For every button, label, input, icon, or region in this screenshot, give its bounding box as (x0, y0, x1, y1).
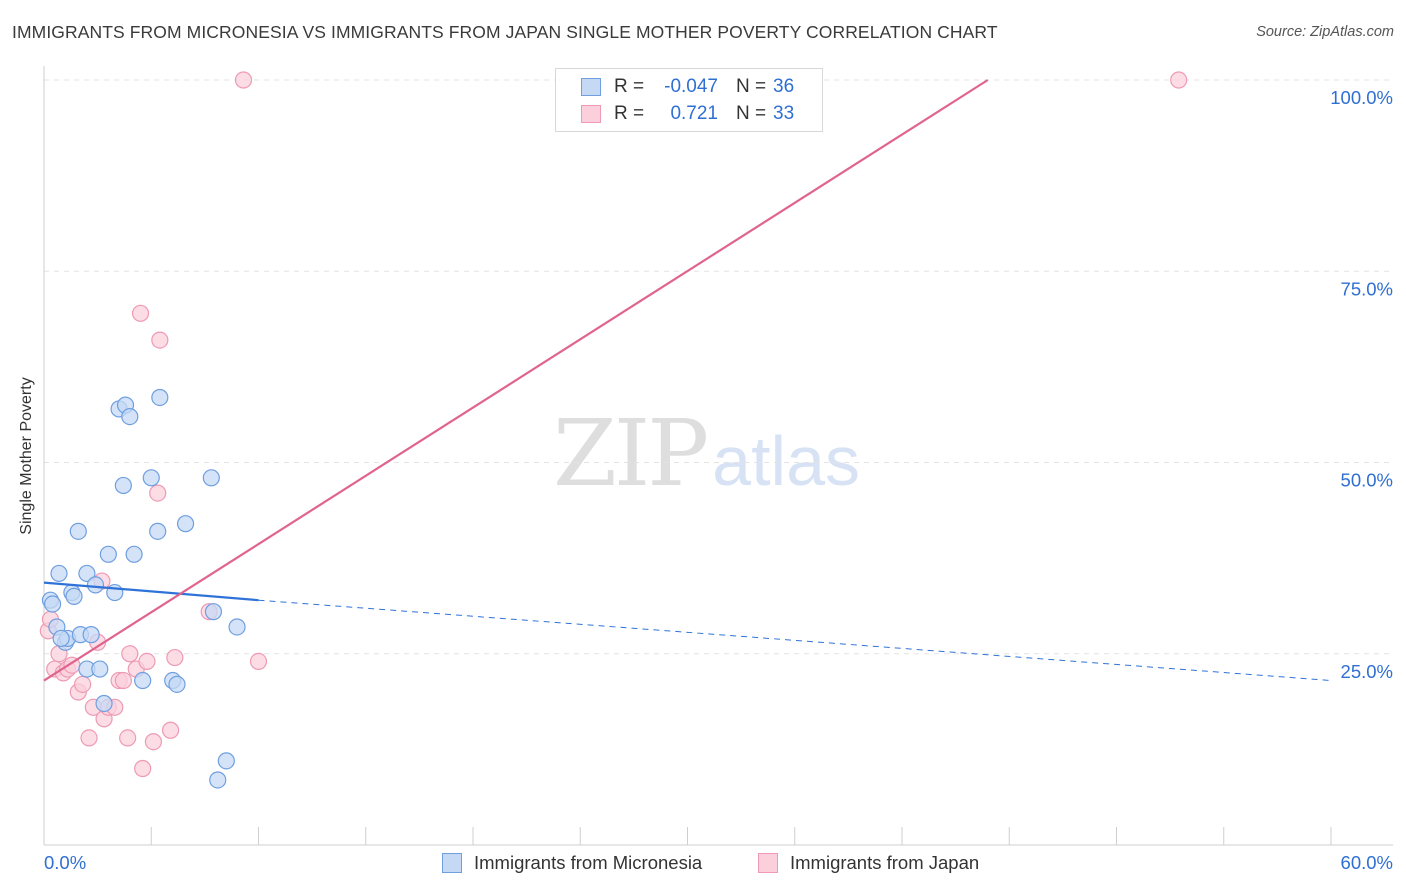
micronesia-point (86, 576, 105, 594)
japan-point (119, 729, 137, 747)
micronesia-point (65, 587, 83, 605)
japan-point (74, 675, 92, 693)
japan-point (151, 331, 169, 349)
watermark-atlas: atlas (712, 422, 861, 500)
legend-label-micronesia: Immigrants from Micronesia (474, 852, 703, 873)
legend-item-japan[interactable]: Immigrants from Japan (758, 852, 979, 874)
micronesia-point (202, 469, 220, 487)
micronesia-point (209, 771, 227, 789)
micronesia-point (95, 694, 113, 713)
japan-point (121, 645, 139, 663)
grid-lines (44, 79, 1393, 655)
watermark: ZIPatlas (553, 400, 860, 507)
legend-r-value: -0.047 (664, 76, 718, 97)
x-tick-label: 60.0% (1341, 852, 1393, 873)
japan-point (234, 71, 253, 89)
tick-labels: 25.0% 50.0% 75.0% 100.0% 0.0% 60.0% (44, 87, 1393, 873)
micronesia-point (125, 545, 143, 563)
y-axis-label: Single Mother Poverty (18, 377, 35, 535)
legend-n-label: N = (736, 103, 767, 124)
micronesia-point (149, 522, 167, 540)
y-tick-label: 100.0% (1330, 87, 1393, 108)
micronesia-point (134, 671, 152, 690)
japan-points (39, 71, 1188, 778)
japan-point (114, 671, 132, 690)
legend-r-label: R = (614, 76, 645, 97)
micronesia-points (41, 388, 246, 789)
micronesia-point (142, 469, 160, 487)
legend-swatch-micronesia (442, 853, 462, 873)
japan-point (161, 721, 180, 739)
micronesia-point (82, 626, 100, 644)
micronesia-trend-line (258, 599, 1332, 682)
micronesia-point (78, 564, 96, 583)
watermark-zip: ZIP (553, 400, 709, 507)
micronesia-point (43, 595, 62, 613)
japan-point (166, 648, 184, 667)
micronesia-point (121, 408, 139, 426)
axes (43, 66, 1393, 846)
micronesia-point (91, 660, 109, 678)
legend-n-value: 33 (773, 103, 795, 124)
source-credit: Source: ZipAtlas.com (1256, 24, 1394, 40)
japan-point (249, 652, 268, 671)
legend-n-value: 36 (773, 76, 795, 97)
micronesia-point (228, 618, 246, 636)
chart-title: IMMIGRANTS FROM MICRONESIA VS IMMIGRANTS… (12, 22, 998, 42)
micronesia-point (151, 388, 169, 407)
micronesia-point (50, 564, 68, 583)
correlation-legend: R = -0.047 N = 36 R = 0.721 N = 33 (555, 68, 823, 132)
series-legend: Immigrants from Micronesia Immigrants fr… (0, 852, 1406, 878)
micronesia-point (114, 476, 132, 495)
y-tick-label: 50.0% (1341, 470, 1393, 491)
japan-point (144, 733, 162, 751)
trend-lines (43, 79, 1332, 682)
micronesia-point (99, 545, 117, 563)
micronesia-point (176, 515, 195, 533)
legend-n-label: N = (736, 76, 767, 97)
japan-point (149, 484, 167, 502)
legend-item-micronesia[interactable]: Immigrants from Micronesia (442, 852, 702, 874)
micronesia-point (69, 522, 87, 540)
micronesia-point (168, 675, 186, 693)
y-tick-label: 75.0% (1341, 278, 1393, 299)
legend-swatch-micronesia (581, 78, 601, 96)
micronesia-point (52, 629, 70, 648)
legend-r-value: 0.721 (670, 103, 718, 124)
japan-point (131, 304, 150, 322)
micronesia-point (217, 752, 235, 770)
japan-trend-line (43, 79, 989, 682)
legend-r-label: R = (614, 103, 645, 124)
micronesia-trend-line (43, 581, 259, 602)
y-tick-label: 25.0% (1341, 661, 1393, 682)
japan-point (80, 729, 98, 747)
japan-point (138, 652, 156, 671)
legend-label-japan: Immigrants from Japan (790, 852, 980, 873)
japan-point (134, 759, 152, 778)
legend-swatch-japan (758, 853, 778, 873)
x-tick-label: 0.0% (44, 852, 86, 873)
micronesia-point (204, 603, 223, 621)
legend-swatch-japan (581, 105, 601, 123)
japan-point (1170, 71, 1188, 89)
